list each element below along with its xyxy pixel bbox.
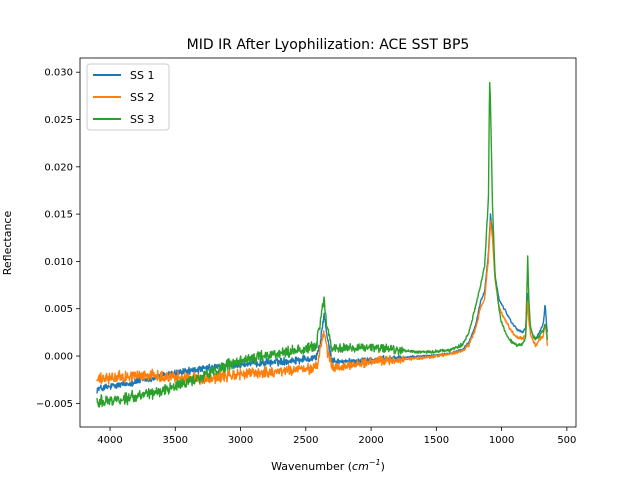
series-line-ss2 — [96, 220, 548, 386]
y-tick-label: 0.030 — [44, 68, 73, 79]
y-tick-label: 0.015 — [44, 210, 73, 221]
legend-label-ss1: SS 1 — [130, 69, 154, 82]
x-tick-label: 500 — [557, 435, 576, 446]
legend-label-ss2: SS 2 — [130, 91, 154, 104]
x-tick-label: 3500 — [163, 435, 188, 446]
x-tick-label: 4000 — [97, 435, 122, 446]
series-layer — [96, 81, 548, 408]
legend-label-ss3: SS 3 — [130, 113, 154, 126]
plot-frame — [79, 57, 577, 428]
x-tick-label: 1500 — [424, 435, 449, 446]
chart-title: MID IR After Lyophilization: ACE SST BP5 — [187, 37, 470, 53]
y-tick-label: 0.010 — [44, 257, 73, 268]
series-line-ss1 — [96, 213, 548, 394]
x-tick-label: 1000 — [489, 435, 514, 446]
x-axis-label-unit: cm — [352, 460, 369, 473]
x-axis: 4000 3500 3000 2500 2000 1500 1000 500 — [97, 427, 576, 446]
x-axis-label-close: ) — [381, 460, 385, 473]
x-axis-label-exponent: −1 — [369, 458, 381, 467]
y-tick-label: 0.020 — [44, 162, 73, 173]
x-axis-label-main: Wavenumber ( — [271, 460, 352, 473]
y-axis-label: Reflectance — [1, 211, 14, 276]
y-tick-label: 0.005 — [44, 304, 73, 315]
y-tick-label: −0.005 — [36, 399, 73, 410]
y-axis: −0.005 0.000 0.005 0.010 0.015 0.020 0.025 0.03… — [36, 68, 80, 410]
x-axis-label: Wavenumber (cm−1) — [271, 458, 385, 473]
x-tick-label: 2500 — [293, 435, 318, 446]
legend: SS 1 SS 2 SS 3 — [86, 63, 170, 131]
x-tick-label: 3000 — [228, 435, 253, 446]
y-tick-label: 0.000 — [44, 352, 73, 363]
x-tick-label: 2000 — [358, 435, 383, 446]
legend-box — [86, 63, 170, 131]
series-line-ss3 — [96, 81, 548, 408]
y-tick-label: 0.025 — [44, 115, 73, 126]
